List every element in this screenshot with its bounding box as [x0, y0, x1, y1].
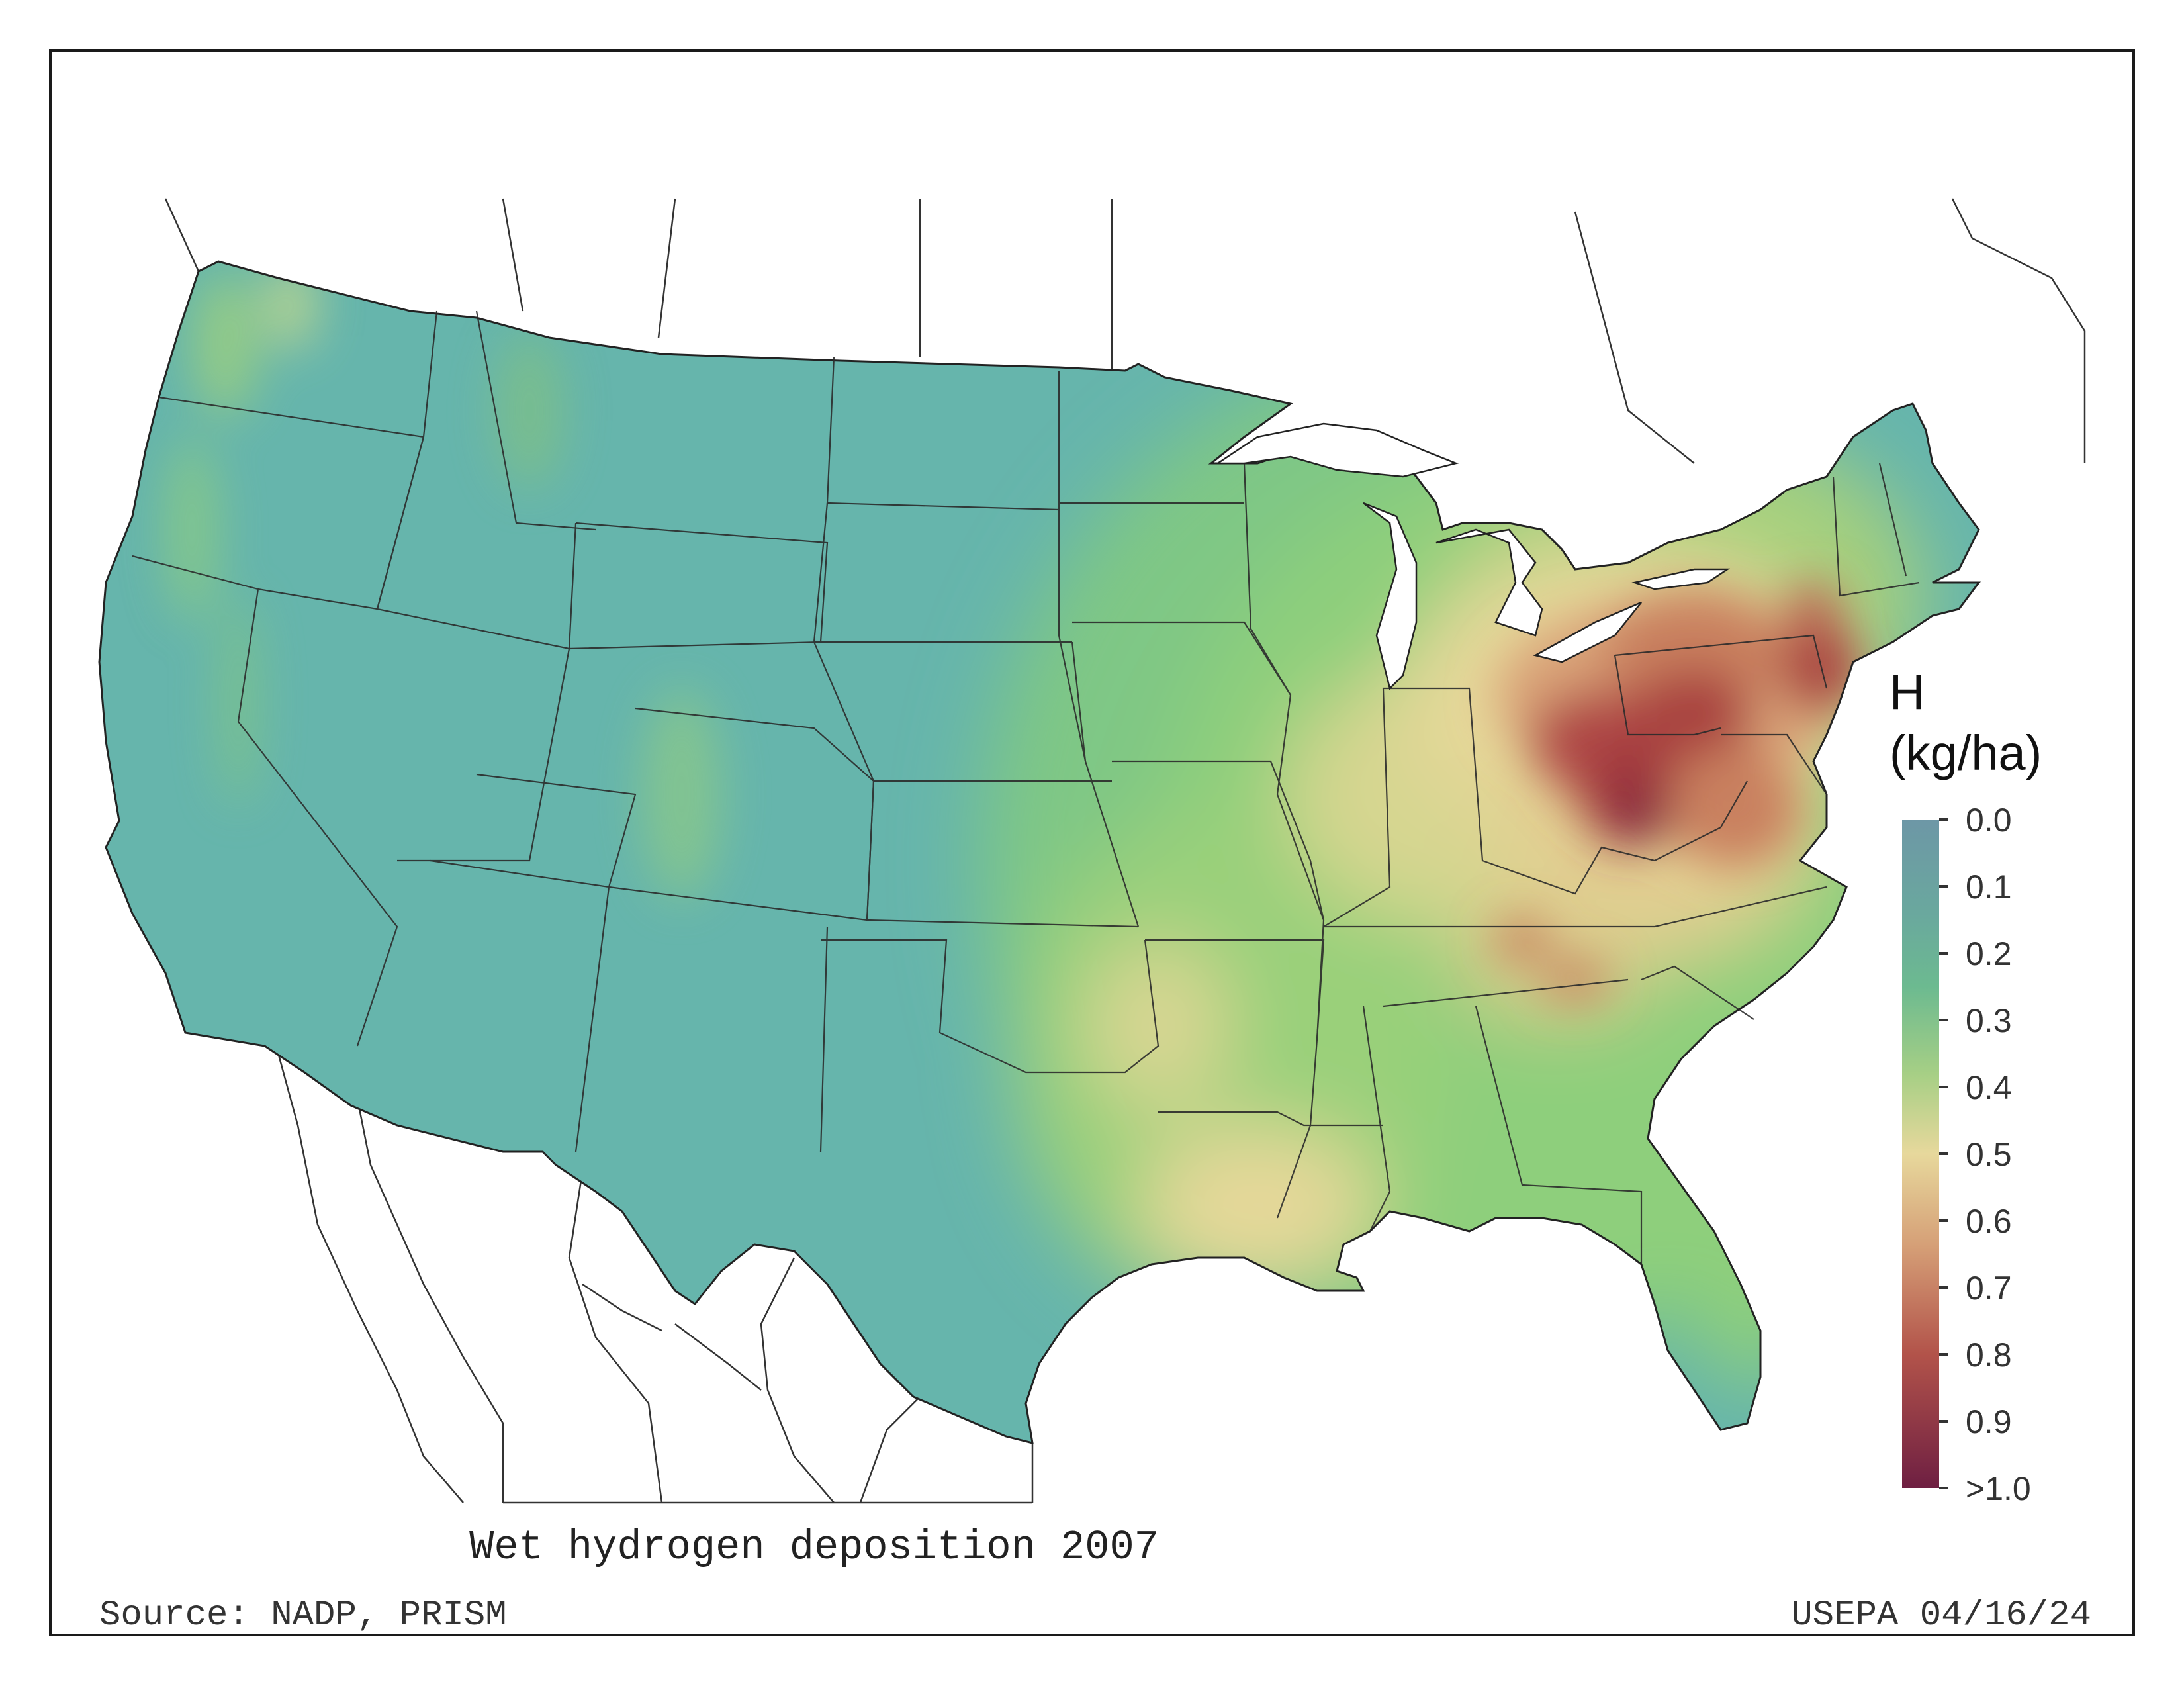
legend-tick-label: 0.3 — [1966, 1002, 2012, 1039]
legend-tick-mark — [1939, 818, 1948, 821]
map-title: Wet hydrogen deposition 2007 — [469, 1524, 1159, 1571]
legend-color-bar — [1902, 820, 1939, 1488]
legend-tick-mark — [1939, 1086, 1948, 1088]
legend-title-element: H — [1889, 665, 1925, 720]
legend-tick-mark — [1939, 1219, 1948, 1222]
legend-tick-label: 0.0 — [1966, 802, 2012, 839]
legend-tick-label: 0.2 — [1966, 935, 2012, 972]
legend-tick-mark — [1939, 1286, 1948, 1289]
legend-tick-mark — [1939, 1152, 1948, 1155]
legend-tick-mark — [1939, 1353, 1948, 1356]
legend-tick-label: 0.4 — [1966, 1069, 2012, 1106]
legend-ticks: 0.0 0.1 0.2 0.3 0.4 0.5 0.6 0.7 0.8 0.9 >1.0 — [1939, 802, 2071, 1507]
source-label: Source: NADP, PRISM — [99, 1595, 507, 1636]
legend-tick-label: 0.8 — [1966, 1336, 2012, 1374]
legend-title: H (kg/ha) — [1889, 662, 2042, 784]
legend-tick-label: 0.1 — [1966, 868, 2012, 906]
legend-tick-mark — [1939, 1487, 1948, 1489]
legend-tick-label: 0.5 — [1966, 1136, 2012, 1173]
legend-tick-mark — [1939, 1420, 1948, 1423]
legend-tick-label: 0.9 — [1966, 1403, 2012, 1440]
credit-label: USEPA 04/16/24 — [1791, 1595, 2091, 1636]
neighbor-borders — [164, 198, 2086, 1504]
legend-title-unit: (kg/ha) — [1889, 726, 2042, 780]
legend-tick-label: 0.6 — [1966, 1203, 2012, 1240]
legend-tick-mark — [1939, 885, 1948, 888]
great-lakes — [1214, 422, 1731, 690]
legend-tick-mark — [1939, 1019, 1948, 1021]
legend-tick-mark — [1939, 952, 1948, 955]
legend-tick-label: >1.0 — [1966, 1470, 2031, 1507]
state-borders — [132, 310, 1920, 1264]
legend-tick-label: 0.7 — [1966, 1270, 2012, 1307]
deposition-surface — [99, 261, 1979, 1443]
